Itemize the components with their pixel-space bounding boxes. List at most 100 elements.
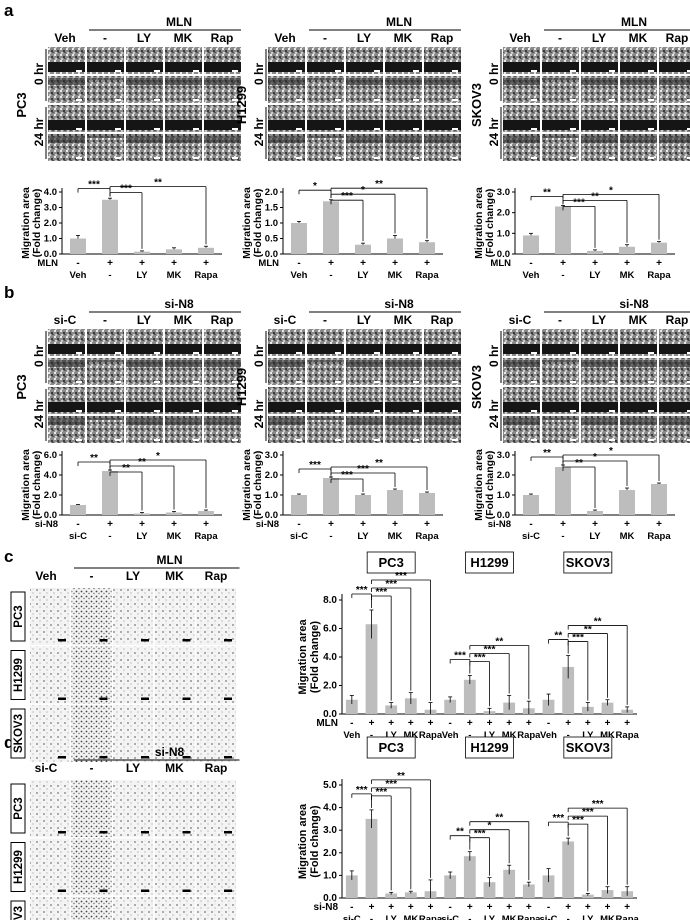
wound-gap — [346, 418, 383, 425]
bar — [355, 244, 371, 254]
scale-bar — [648, 381, 654, 383]
treatment-sign: + — [408, 902, 414, 913]
bar — [542, 699, 555, 714]
bar — [444, 875, 457, 898]
significance-label: *** — [454, 651, 466, 662]
bar — [619, 246, 635, 254]
wound-gap — [424, 120, 461, 130]
wound-gap — [204, 136, 241, 143]
wound-gap — [581, 62, 618, 72]
panel-letter-c: c — [4, 547, 13, 566]
scale-bar — [76, 70, 82, 72]
wound-gap — [126, 360, 163, 367]
column-label: Rap — [666, 313, 689, 327]
wound-gap — [165, 78, 202, 85]
scale-bar — [452, 128, 458, 130]
treatment-row-label: MLN — [490, 258, 511, 269]
wound-gap — [542, 360, 579, 362]
treatment-sign: - — [350, 718, 353, 729]
wound-gap — [87, 78, 124, 80]
treatment-row-label: si-N8 — [35, 519, 58, 530]
scale-bar — [141, 831, 149, 834]
treatment-sign: + — [605, 902, 611, 913]
bar — [385, 893, 398, 898]
wound-gap — [503, 402, 540, 412]
bar — [365, 818, 378, 898]
treatment-sign: - — [297, 519, 300, 530]
wound-gap — [385, 344, 422, 354]
wound-image — [542, 358, 579, 385]
transwell-image — [71, 646, 112, 704]
cell-line-label: PC3 — [13, 605, 25, 627]
scale-bar — [609, 381, 615, 383]
column-label: MK — [629, 313, 648, 327]
scale-bar — [182, 889, 191, 892]
scale-bar — [58, 639, 66, 642]
treatment-sign: + — [328, 258, 334, 269]
transwell-image — [113, 897, 153, 920]
scale-bar — [193, 128, 199, 130]
scale-bar — [570, 70, 576, 72]
column-label: - — [323, 313, 327, 327]
y-tick-label: 1.0 — [497, 228, 510, 239]
scale-bar — [76, 157, 82, 159]
bar — [555, 206, 571, 254]
transwell-image — [154, 705, 195, 762]
scale-bar — [687, 439, 690, 441]
y-tick-label: 1.0 — [44, 234, 57, 245]
wound-gap — [659, 120, 690, 130]
column-label: MK — [174, 31, 193, 45]
y-tick-label: 0.0 — [265, 249, 278, 260]
column-label: si-C — [54, 313, 77, 327]
scale-bar — [154, 128, 160, 130]
wound-gap — [659, 62, 690, 72]
column-label: LY — [137, 31, 151, 45]
scale-bar — [609, 439, 615, 441]
wound-gap — [307, 120, 344, 130]
x-category-label: LY — [589, 270, 601, 281]
y-tick-label: 2.0 — [44, 490, 57, 501]
scale-bar — [413, 128, 419, 130]
cell-line-label: SKOV3 — [469, 83, 484, 127]
scale-bar — [452, 99, 458, 101]
significance-label: *** — [375, 787, 387, 798]
wound-gap — [659, 136, 690, 143]
wound-gap — [620, 344, 657, 354]
column-label: Rap — [205, 761, 228, 775]
treatment-sign: + — [624, 258, 630, 269]
bar — [562, 841, 575, 898]
y-axis-title: Migration area — [20, 187, 32, 259]
wound-gap — [620, 136, 657, 143]
x-category-label: Rapa — [194, 531, 218, 542]
wound-gap — [424, 344, 461, 354]
treatment-sign: - — [448, 718, 451, 729]
scale-bar — [232, 99, 238, 101]
significance-label: ** — [154, 178, 162, 189]
y-tick-label: 5.0 — [323, 780, 337, 791]
x-category-label: MK — [502, 914, 517, 920]
group-label: si-N8 — [155, 745, 185, 759]
wound-gap — [126, 418, 163, 425]
scale-bar — [374, 157, 380, 159]
time-label: 24 hr — [32, 117, 46, 146]
x-category-label: Veh — [540, 730, 557, 741]
x-category-label: Rapa — [517, 730, 541, 741]
transwell-image — [154, 646, 195, 704]
scale-bar — [232, 381, 238, 383]
group-title: SKOV3 — [566, 740, 610, 755]
scale-bar — [115, 128, 121, 130]
scale-bar — [296, 352, 302, 354]
y-tick-label: 3.0 — [323, 825, 337, 836]
wound-gap — [204, 120, 241, 130]
cell-line-box — [10, 783, 26, 834]
scale-bar — [193, 381, 199, 383]
wound-gap — [581, 120, 618, 130]
treatment-sign: - — [297, 258, 300, 269]
significance-label: *** — [484, 645, 496, 656]
column-label: Veh — [274, 31, 295, 45]
significance-label: *** — [572, 815, 584, 826]
significance-label: *** — [552, 813, 564, 824]
significance-label: ** — [584, 625, 592, 636]
